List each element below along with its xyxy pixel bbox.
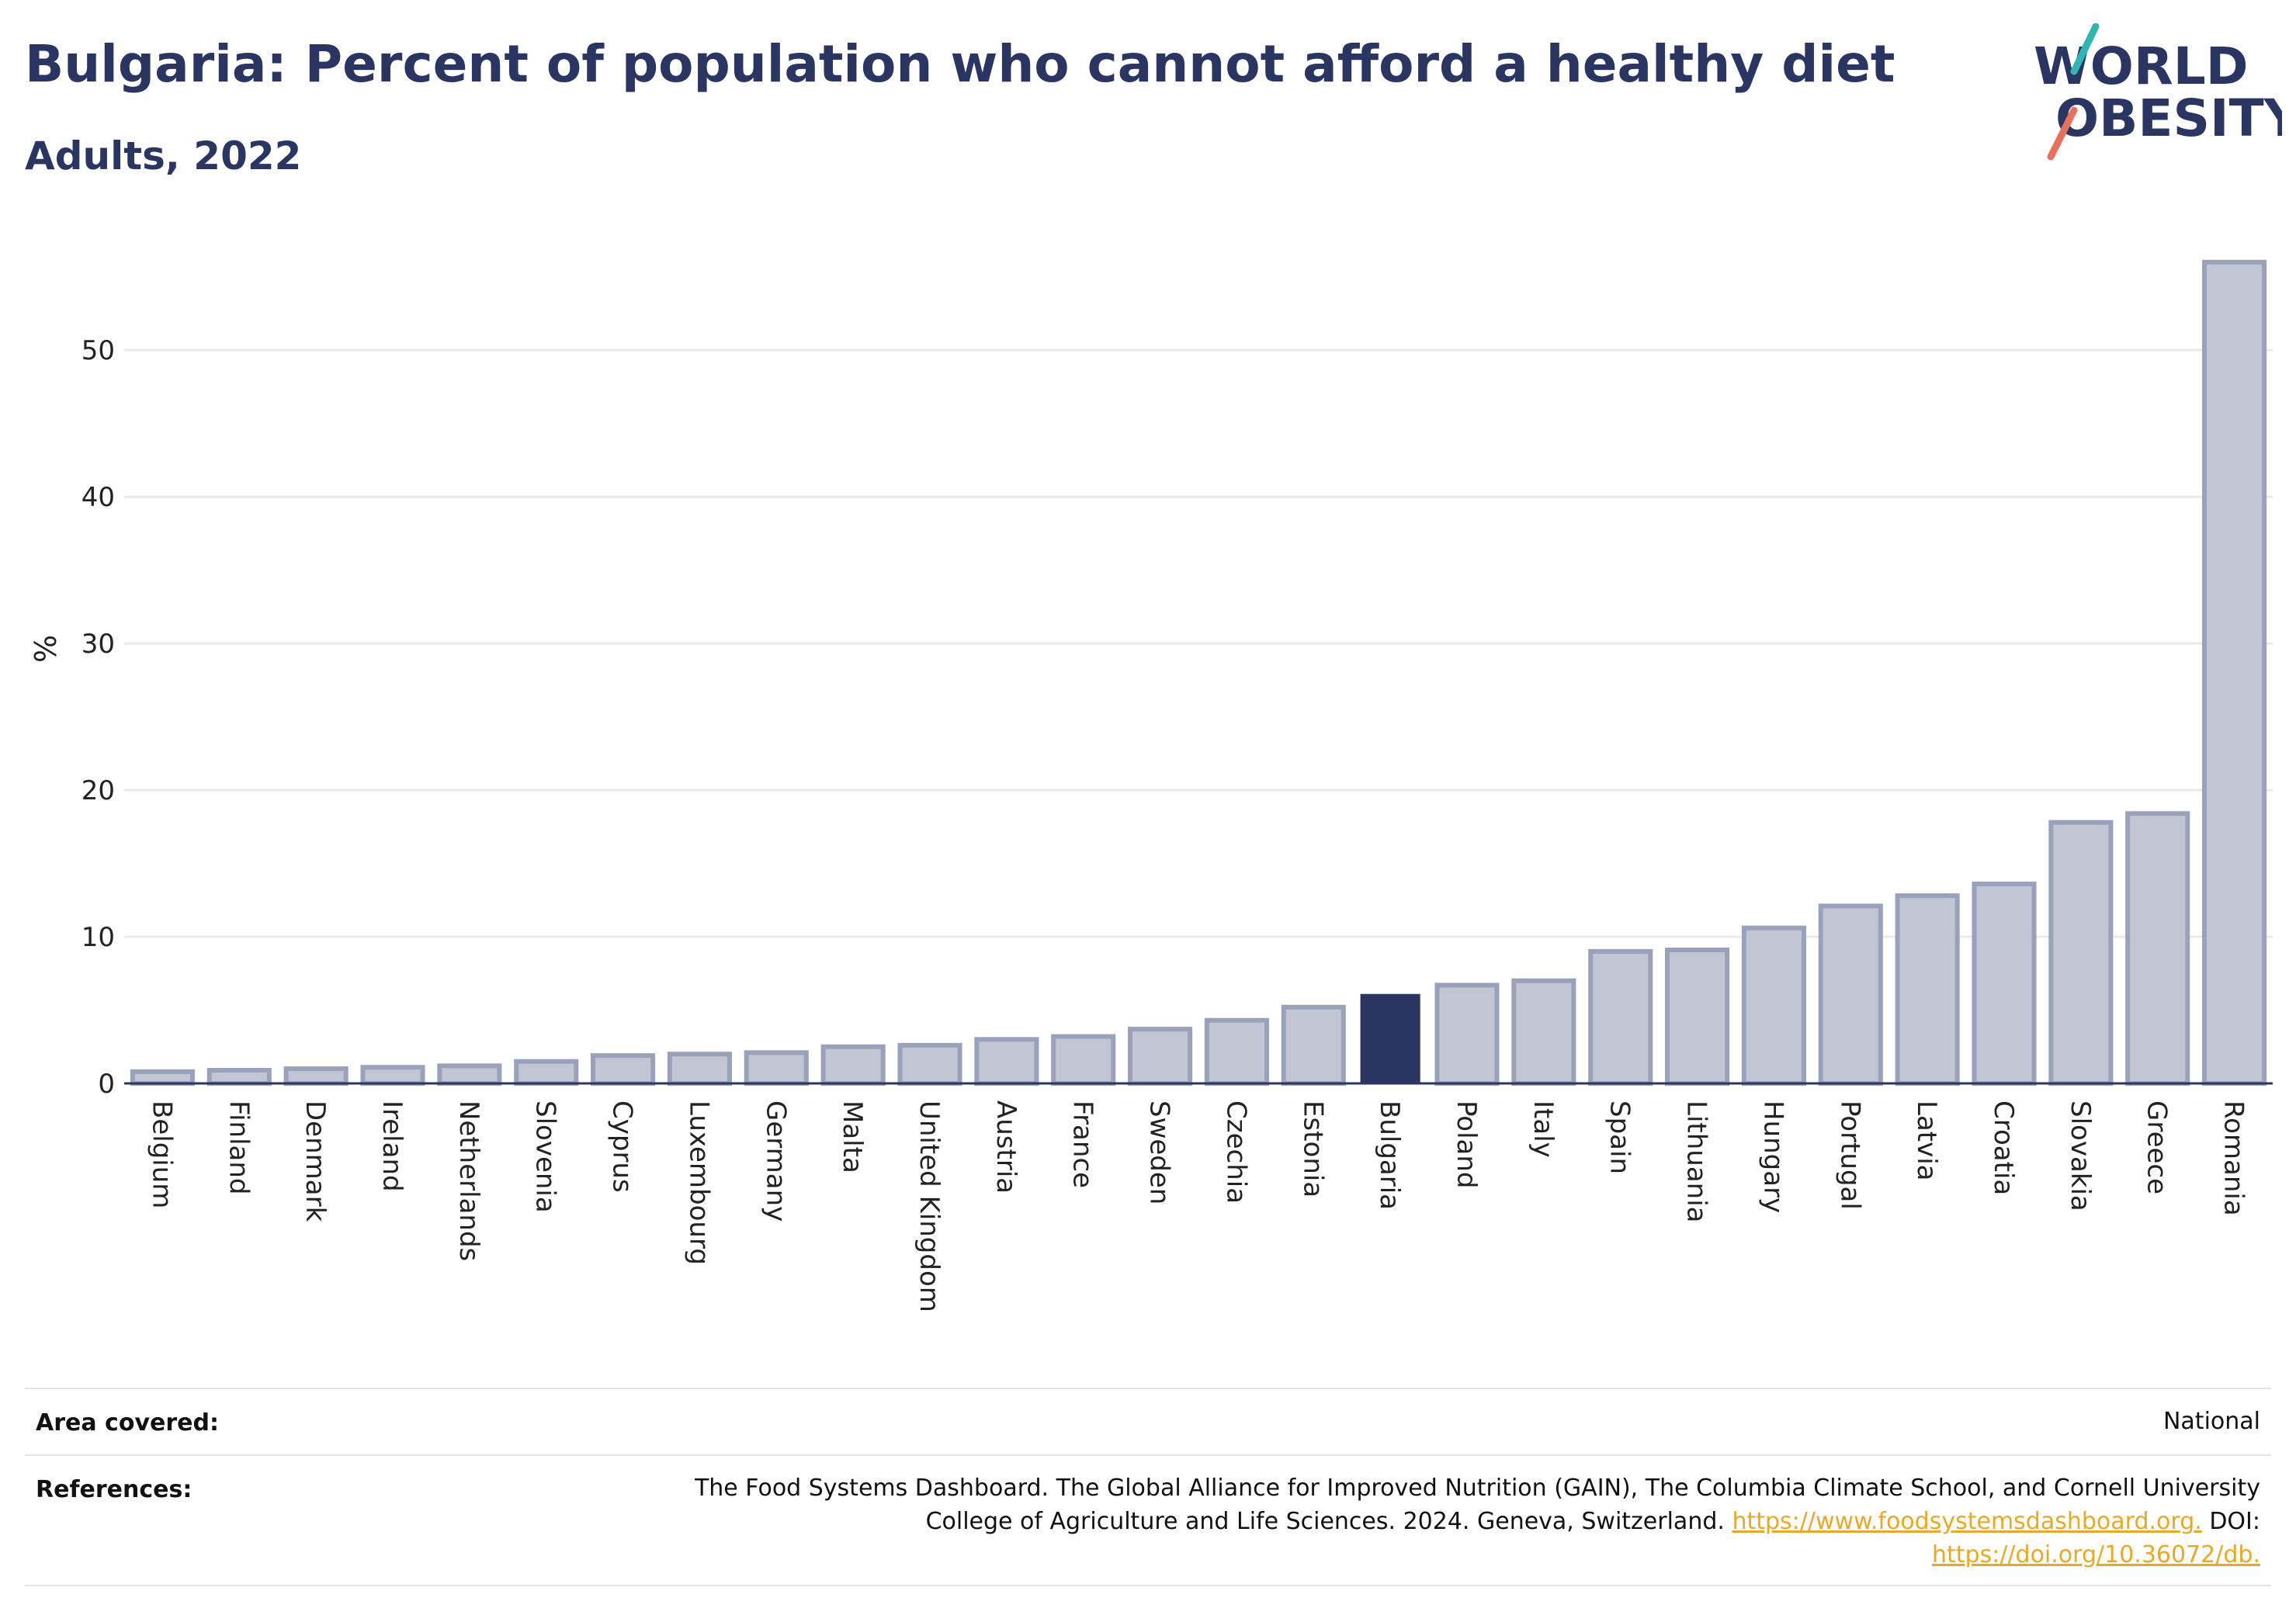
y-tick-label: 40 [82, 482, 115, 513]
references-doi-label: DOI: [2209, 1508, 2260, 1535]
x-category-label: Slovakia [2065, 1100, 2096, 1211]
x-category-label: Luxembourg [683, 1100, 714, 1265]
bar-latvia[interactable] [1895, 893, 1960, 1086]
bar-denmark[interactable] [283, 1066, 349, 1086]
bar-romania[interactable] [2202, 259, 2267, 1086]
x-category-label: Ireland [376, 1100, 408, 1192]
area-covered-label: Area covered: [36, 1409, 219, 1437]
bar-italy[interactable] [1511, 978, 1576, 1086]
bar-finland[interactable] [206, 1067, 272, 1087]
bar-czechia[interactable] [1204, 1017, 1269, 1087]
bar-austria[interactable] [974, 1037, 1039, 1086]
bar-cyprus[interactable] [591, 1053, 656, 1087]
bar-luxembourg[interactable] [667, 1052, 732, 1087]
x-category-label: United Kingdom [914, 1100, 945, 1312]
y-tick-label: 10 [82, 922, 115, 953]
x-category-label: Czechia [1220, 1100, 1251, 1204]
x-category-label: Spain [1604, 1100, 1635, 1174]
bar-bulgaria[interactable] [1360, 993, 1420, 1083]
y-axis-label: % [29, 635, 63, 663]
references-line-3: https://doi.org/10.36072/db. [695, 1538, 2260, 1572]
x-category-label: Romania [2218, 1100, 2249, 1216]
x-category-label: Sweden [1144, 1100, 1175, 1204]
x-category-label: Bulgaria [1374, 1100, 1405, 1210]
x-category-label: Latvia [1911, 1100, 1942, 1181]
chart-title: Bulgaria: Percent of population who cann… [25, 34, 1895, 94]
x-category-label: Italy [1528, 1100, 1559, 1158]
bar-croatia[interactable] [1972, 882, 2037, 1086]
bar-chart: 0 10 20 30 40 50 Belgium Finland Denmark Ireland… [29, 259, 2273, 1312]
info-row-area: Area covered: National [25, 1388, 2271, 1454]
category-labels: Belgium Finland Denmark Ireland Netherlands S… [146, 1100, 2249, 1312]
references-line-2: College of Agriculture and Life Sciences… [695, 1505, 2260, 1538]
references-line-1: The Food Systems Dashboard. The Global A… [694, 1475, 2260, 1502]
bar-slovenia[interactable] [514, 1059, 579, 1086]
x-category-label: Cyprus [607, 1100, 638, 1193]
logo-line-obesity: OBESITY [2055, 88, 2282, 148]
x-category-label: Hungary [1757, 1100, 1788, 1213]
bar-germany[interactable] [744, 1050, 809, 1087]
bars [130, 259, 2267, 1087]
references-line-2-text: College of Agriculture and Life Sciences… [925, 1508, 1725, 1535]
x-category-label: Croatia [1988, 1100, 2019, 1195]
x-category-label: Lithuania [1681, 1100, 1712, 1222]
references-link-dashboard[interactable]: https://www.foodsystemsdashboard.org. [1732, 1508, 2202, 1535]
bar-malta[interactable] [820, 1044, 886, 1087]
logo-line-world: WORLD [2034, 36, 2249, 96]
logo-coral-slash [2047, 106, 2078, 161]
bar-netherlands[interactable] [437, 1063, 502, 1086]
area-covered-value: National [2162, 1408, 2260, 1435]
references-label: References: [36, 1476, 192, 1503]
bar-hungary[interactable] [1741, 925, 1806, 1086]
x-category-label: Poland [1451, 1100, 1482, 1189]
x-category-label: Estonia [1297, 1100, 1328, 1197]
bar-slovakia[interactable] [2048, 820, 2114, 1086]
bar-sweden[interactable] [1128, 1027, 1193, 1087]
y-tick-label: 20 [82, 775, 115, 806]
bar-ireland[interactable] [360, 1065, 425, 1086]
x-category-label: Malta [837, 1100, 868, 1173]
x-category-label: Portugal [1834, 1100, 1865, 1210]
x-category-label: Greece [2142, 1100, 2173, 1194]
chart-subtitle: Adults, 2022 [25, 133, 302, 178]
y-tick-label: 30 [82, 629, 115, 660]
bar-greece[interactable] [2125, 811, 2190, 1087]
references-link-doi[interactable]: https://doi.org/10.36072/db. [1932, 1541, 2260, 1568]
bar-estonia[interactable] [1281, 1004, 1346, 1086]
x-category-label: France [1067, 1100, 1098, 1188]
y-tick-label: 50 [82, 335, 115, 366]
references-value: The Food Systems Dashboard. The Global A… [695, 1471, 2260, 1572]
x-category-label: Austria [990, 1100, 1021, 1194]
x-category-label: Denmark [300, 1100, 331, 1222]
x-category-label: Germany [760, 1100, 791, 1222]
world-obesity-logo: WORLD OBESITY [2034, 23, 2282, 161]
info-row-references: References: The Food Systems Dashboard. … [25, 1454, 2271, 1586]
x-category-label: Belgium [146, 1100, 177, 1208]
bar-spain[interactable] [1588, 948, 1653, 1086]
x-category-label: Finland [223, 1100, 254, 1195]
bar-france[interactable] [1051, 1034, 1116, 1086]
bar-poland[interactable] [1434, 983, 1500, 1086]
bar-belgium[interactable] [130, 1069, 195, 1087]
x-category-label: Slovenia [530, 1100, 561, 1213]
x-category-label: Netherlands [453, 1100, 484, 1261]
bar-united-kingdom[interactable] [897, 1042, 962, 1087]
logo-teal-slash [2070, 23, 2100, 75]
y-tick-label: 0 [98, 1069, 115, 1100]
bar-lithuania[interactable] [1665, 948, 1730, 1086]
info-table: Area covered: National References: The F… [25, 1388, 2271, 1586]
bar-portugal[interactable] [1818, 903, 1883, 1086]
